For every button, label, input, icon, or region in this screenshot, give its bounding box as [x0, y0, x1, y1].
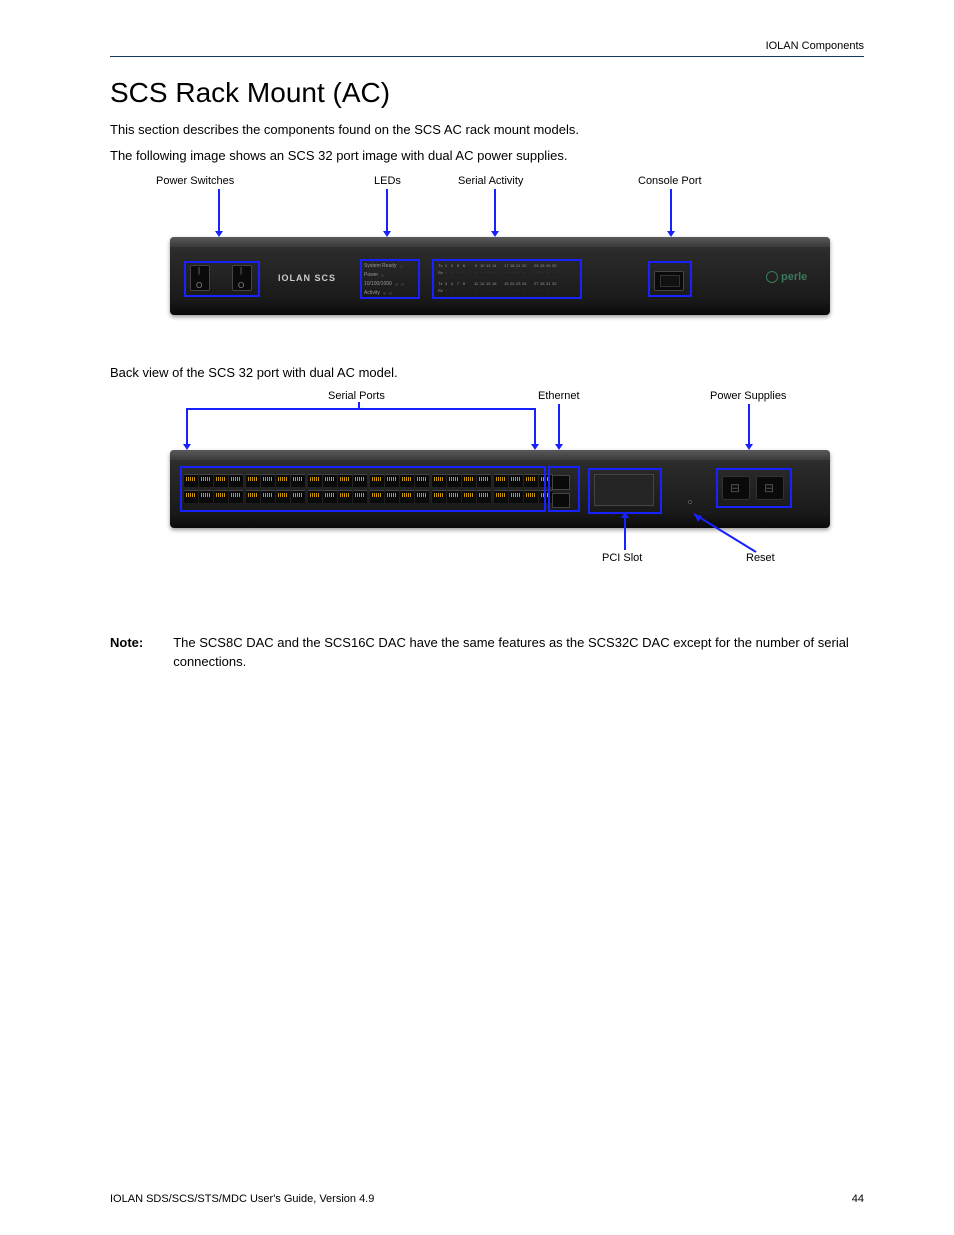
bracket-serial-left-arrow — [186, 436, 188, 444]
label-serial-ports: Serial Ports — [328, 390, 385, 402]
iolan-scs-label: IOLAN SCS — [278, 273, 336, 283]
perle-ring-icon — [766, 271, 778, 283]
highlight-ethernet — [548, 466, 580, 512]
arrow-power — [748, 404, 750, 444]
note-label: Note: — [110, 634, 143, 652]
page-footer: IOLAN SDS/SCS/STS/MDC User's Guide, Vers… — [110, 1193, 864, 1205]
footer-left: IOLAN SDS/SCS/STS/MDC User's Guide, Vers… — [110, 1193, 374, 1205]
device-front: IOLAN SCS System Ready Power 10/100/1000… — [170, 237, 830, 315]
highlight-leds — [360, 259, 420, 299]
label-leds: LEDs — [374, 175, 401, 187]
bracket-serial — [186, 408, 534, 410]
arrow-leds — [386, 189, 388, 231]
label-reset: Reset — [746, 552, 775, 564]
perle-text: perle — [781, 271, 807, 283]
bracket-serial-right-arrow — [534, 436, 536, 444]
back-diagram: Serial Ports Ethernet Power Supplies — [170, 390, 850, 610]
arrow-power-switches — [218, 189, 220, 231]
label-power-supplies: Power Supplies — [710, 390, 786, 402]
label-serial-activity: Serial Activity — [458, 175, 523, 187]
perle-logo: perle — [766, 271, 807, 283]
footer-right: 44 — [852, 1193, 864, 1205]
front-diagram: Power Switches LEDs Serial Activity Cons… — [170, 175, 850, 355]
device-front-top — [170, 237, 830, 247]
header-right-text: IOLAN Components — [110, 40, 864, 56]
label-console-port: Console Port — [638, 175, 702, 187]
header-rule — [110, 56, 864, 57]
front-intro-suffix: 32 port image with dual AC power supplie… — [318, 148, 567, 163]
intro-text: This section describes the components fo… — [110, 121, 864, 139]
label-ethernet: Ethernet — [538, 390, 580, 402]
back-intro-suffix: 32 port with dual AC model. — [239, 365, 398, 380]
section-title: SCS Rack Mount (AC) — [110, 77, 864, 109]
front-intro: The following image shows an SCS 32 port… — [110, 147, 864, 165]
highlight-pci — [588, 468, 662, 514]
highlight-power-switches — [184, 261, 260, 297]
highlight-console-port — [648, 261, 692, 297]
page-root: IOLAN Components SCS Rack Mount (AC) Thi… — [0, 0, 954, 1235]
bracket-serial-stem — [358, 402, 360, 408]
reset-button — [688, 500, 692, 504]
label-pci-slot: PCI Slot — [602, 552, 642, 564]
highlight-serial-ports — [180, 466, 546, 512]
highlight-power-inlets — [716, 468, 792, 508]
arrow-ethernet — [558, 404, 560, 444]
arrow-console-port — [670, 189, 672, 231]
note-block: Note: The SCS8C DAC and the SCS16C DAC h… — [110, 634, 864, 670]
note-text: The SCS8C DAC and the SCS16C DAC have th… — [173, 634, 864, 670]
label-power-switches: Power Switches — [156, 175, 234, 187]
highlight-serial-activity — [432, 259, 582, 299]
back-intro-prefix: Back view of the SCS — [110, 365, 235, 380]
arrow-pci — [624, 518, 626, 550]
arrow-serial-activity — [494, 189, 496, 231]
front-intro-prefix: The following image shows an SCS — [110, 148, 315, 163]
arrow-reset-svg — [688, 508, 768, 556]
back-intro: Back view of the SCS 32 port with dual A… — [110, 365, 864, 380]
device-back-top — [170, 450, 830, 460]
